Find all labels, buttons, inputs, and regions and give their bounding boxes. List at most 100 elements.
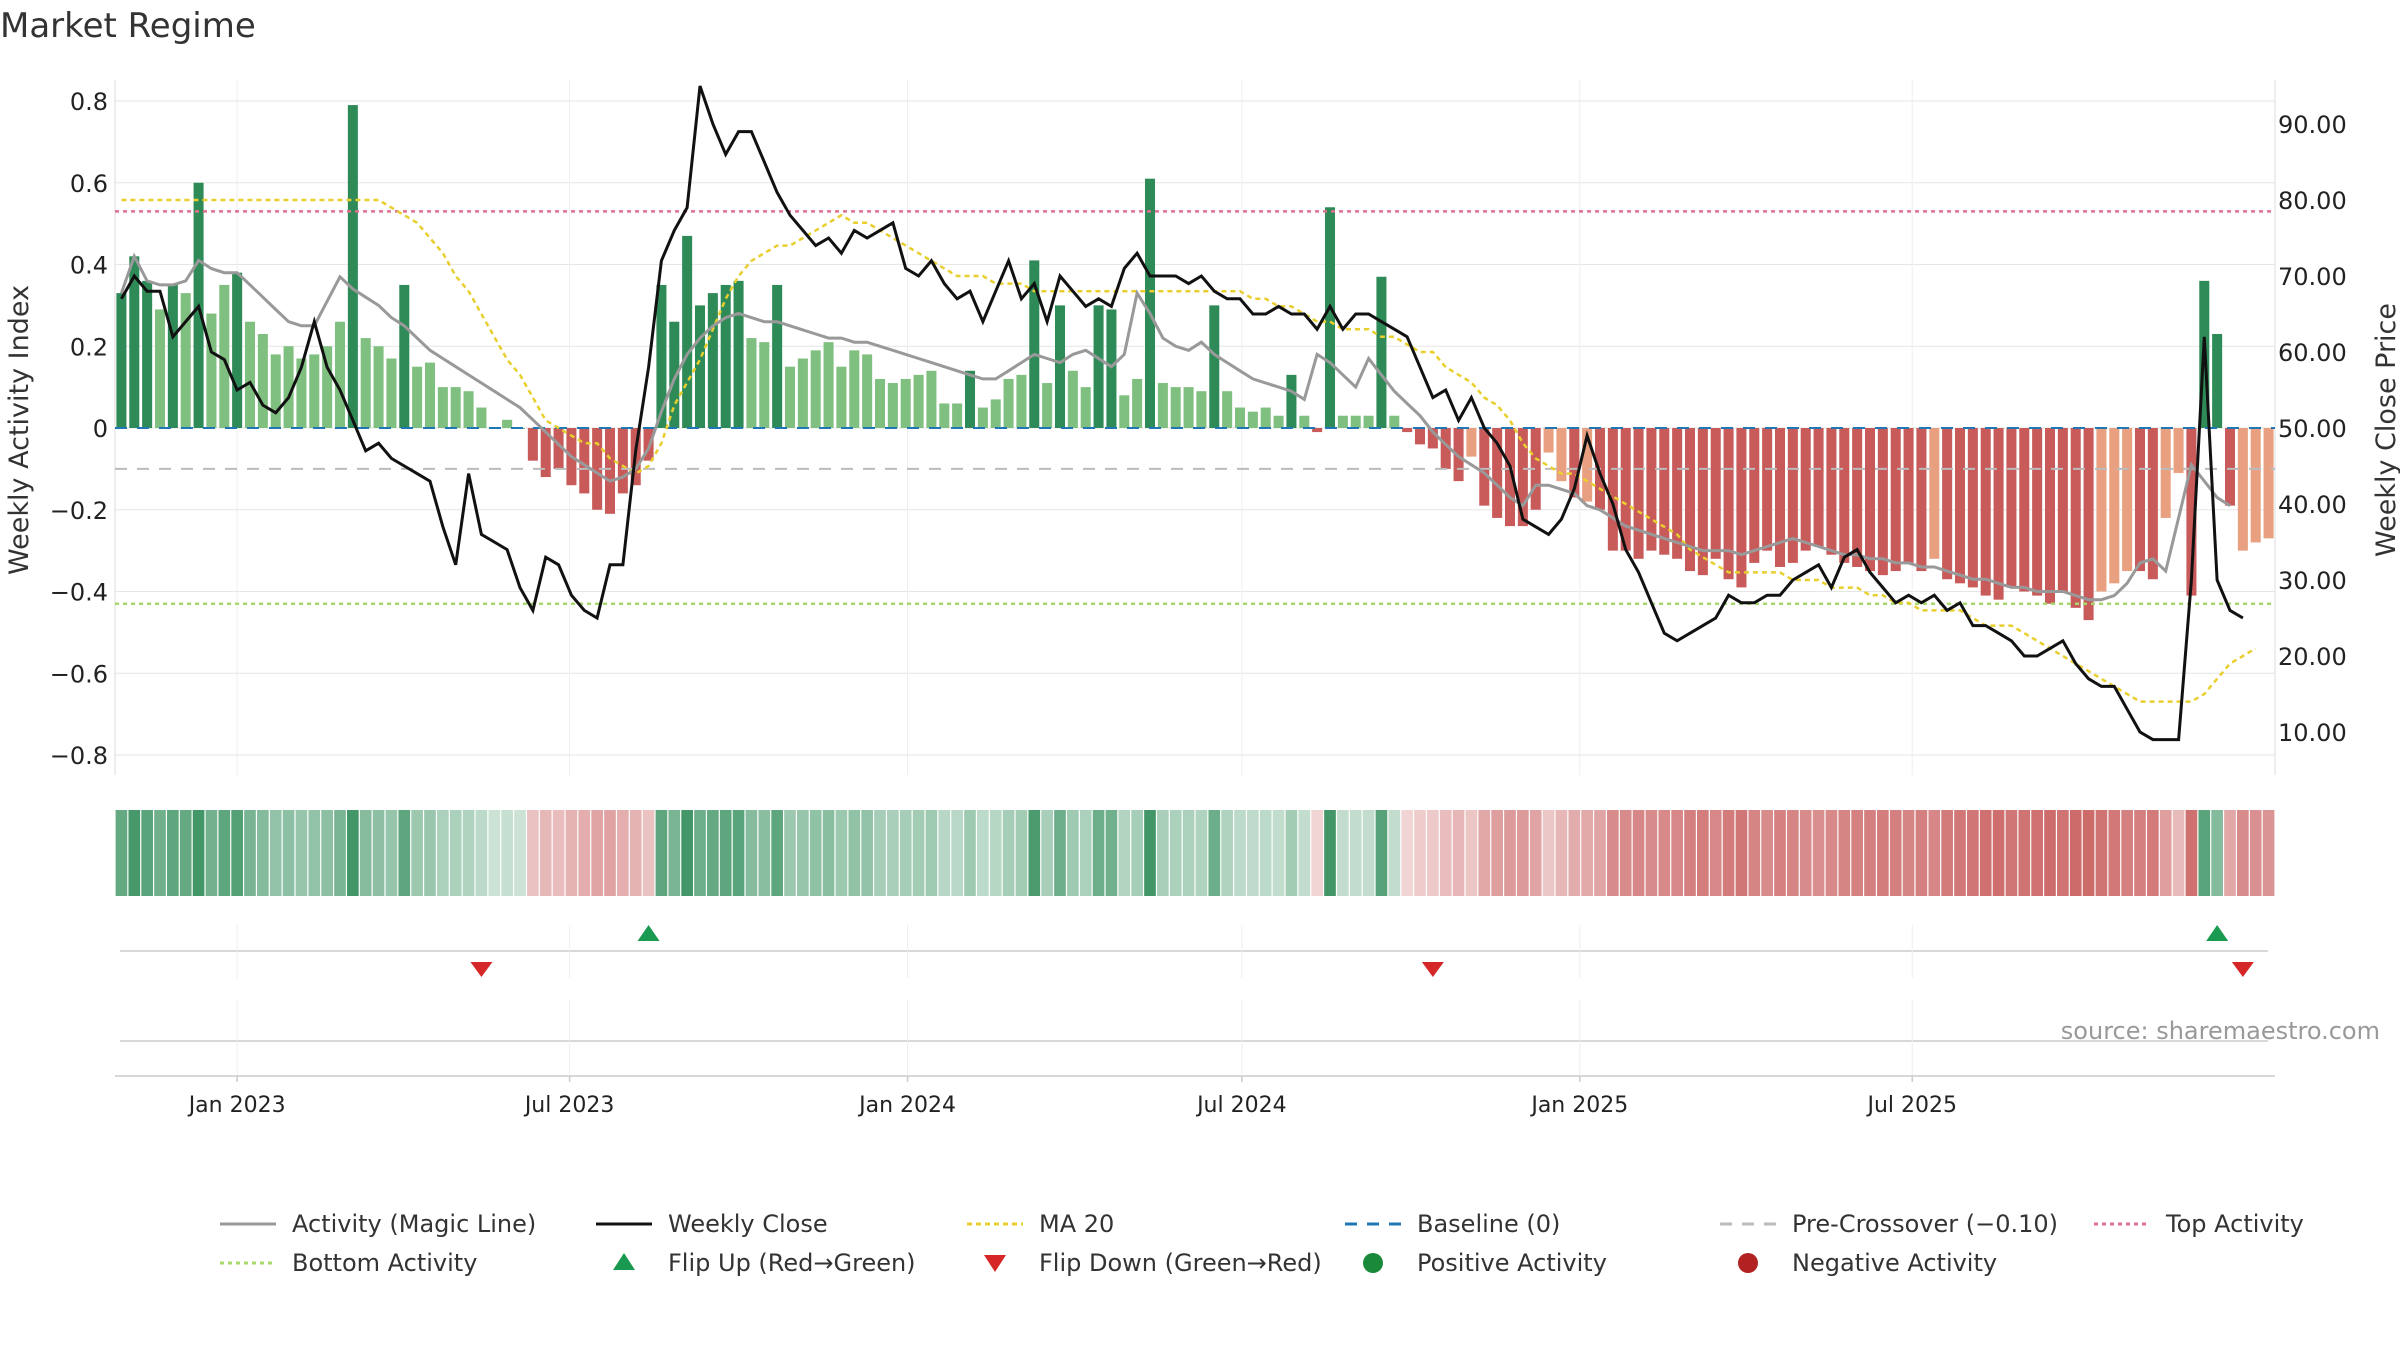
- regime-cell: [874, 810, 886, 896]
- activity-bar: [1402, 428, 1413, 433]
- activity-bar: [1620, 428, 1631, 551]
- activity-bar: [1042, 383, 1053, 428]
- activity-bar: [1363, 415, 1374, 428]
- legend-label: Activity (Magic Line): [292, 1210, 536, 1238]
- regime-cell: [642, 810, 655, 896]
- activity-bar: [1582, 428, 1593, 502]
- regime-cell: [989, 810, 1002, 896]
- regime-cell: [1748, 810, 1761, 896]
- activity-bar: [334, 321, 346, 428]
- activity-bar: [977, 407, 988, 428]
- activity-bar: [913, 374, 924, 428]
- regime-cell: [1272, 810, 1285, 896]
- activity-bar: [360, 338, 371, 428]
- legend-label: Positive Activity: [1417, 1249, 1607, 1277]
- regime-cell: [887, 810, 899, 896]
- regime-cell: [1954, 810, 1966, 896]
- regime-cell: [1452, 810, 1465, 896]
- activity-bar: [733, 280, 744, 428]
- activity-bar: [694, 305, 706, 428]
- regime-cell: [2031, 810, 2043, 896]
- activity-bar: [1029, 260, 1040, 428]
- regime-cell: [2224, 810, 2236, 896]
- activity-bar: [1684, 428, 1696, 572]
- ma20-line: [121, 198, 2257, 703]
- regime-cell: [1362, 810, 1375, 896]
- regime-cell: [1825, 810, 1838, 896]
- activity-bar: [180, 293, 191, 428]
- regime-cell: [1015, 810, 1028, 896]
- right-tick-label: 20.00: [2278, 643, 2347, 671]
- legend-label: Pre-Crossover (−0.10): [1792, 1210, 2058, 1238]
- activity-bar: [617, 428, 628, 494]
- regime-cell: [167, 810, 179, 896]
- regime-cell: [2237, 810, 2249, 896]
- regime-cell: [372, 810, 385, 896]
- regime-cell: [2095, 810, 2108, 896]
- activity-bar: [1569, 428, 1580, 498]
- regime-cell: [1234, 810, 1246, 896]
- activity-bar: [1389, 415, 1400, 428]
- regime-cell: [784, 810, 796, 896]
- activity-bar: [257, 333, 268, 428]
- activity-bar: [1607, 428, 1618, 551]
- activity-bar: [1016, 374, 1027, 428]
- activity-bar: [1890, 428, 1901, 572]
- activity-bar: [2147, 428, 2158, 580]
- left-tick-label: 0.4: [70, 252, 108, 280]
- activity-bar: [1659, 428, 1670, 555]
- activity-bar: [1504, 428, 1516, 527]
- regime-cell: [1259, 810, 1272, 896]
- activity-bar: [1170, 387, 1181, 428]
- activity-bar: [219, 284, 230, 428]
- regime-cell: [835, 810, 848, 896]
- activity-bar: [1813, 428, 1824, 547]
- regime-cell: [488, 810, 501, 896]
- regime-cell: [1195, 810, 1208, 896]
- activity-bar: [476, 407, 487, 428]
- activity-bar: [373, 346, 384, 428]
- activity-bar: [463, 391, 474, 428]
- regime-cell: [1041, 810, 1053, 896]
- regime-cell: [115, 810, 128, 896]
- regime-cell: [1002, 810, 1015, 896]
- activity-bar: [1916, 428, 1927, 572]
- regime-cell: [2018, 810, 2031, 896]
- flip-up-marker: [2206, 925, 2229, 941]
- right-tick-label: 10.00: [2278, 719, 2347, 747]
- activity-bar: [810, 350, 821, 428]
- regime-cell: [732, 810, 745, 896]
- regime-cell: [1105, 810, 1118, 896]
- regime-cell: [848, 810, 861, 896]
- regime-cell: [1915, 810, 1928, 896]
- regime-cell: [1709, 810, 1722, 896]
- regime-cell: [359, 810, 372, 896]
- activity-bar: [772, 284, 783, 428]
- activity-bar: [2019, 428, 2030, 592]
- regime-cell: [1157, 810, 1169, 896]
- activity-bar: [2263, 428, 2274, 539]
- activity-bar: [1633, 428, 1644, 559]
- activity-bar: [1312, 428, 1323, 433]
- activity-bar: [1273, 415, 1284, 428]
- regime-cell: [2108, 810, 2121, 896]
- regime-cell: [1799, 810, 1812, 896]
- regime-cell: [604, 810, 616, 896]
- regime-cell: [1761, 810, 1773, 896]
- regime-cell: [964, 810, 976, 896]
- activity-bar: [1414, 428, 1426, 445]
- activity-bar: [1800, 428, 1811, 551]
- activity-bar: [553, 428, 564, 469]
- right-tick-label: 80.00: [2278, 187, 2347, 215]
- left-tick-label: −0.4: [50, 579, 108, 607]
- activity-bar: [656, 284, 667, 428]
- regime-cell: [205, 810, 218, 896]
- regime-cell: [437, 810, 449, 896]
- activity-bar: [2032, 428, 2043, 596]
- activity-bar: [2173, 428, 2184, 473]
- activity-bar: [784, 366, 796, 428]
- activity-bar: [1003, 378, 1014, 428]
- activity-bar: [707, 293, 718, 428]
- regime-cell: [154, 810, 166, 896]
